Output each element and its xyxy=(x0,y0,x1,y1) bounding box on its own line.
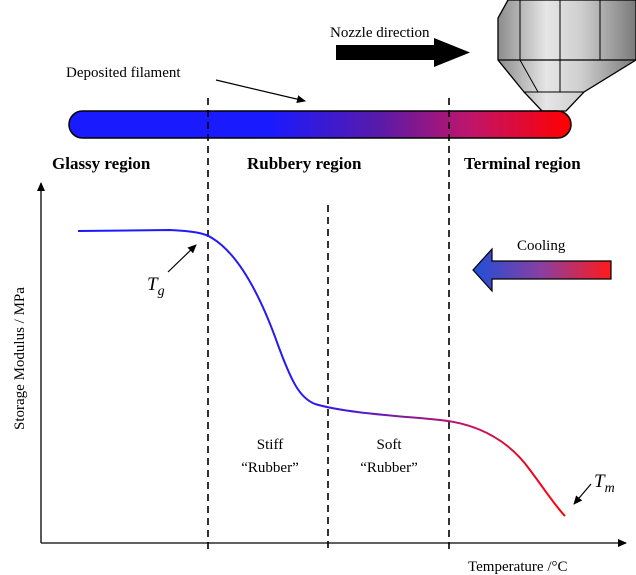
x-axis-label: Temperature /°C xyxy=(468,559,568,575)
nozzle-direction-label: Nozzle direction xyxy=(330,25,430,41)
soft-rubber-label-line1: Soft xyxy=(376,437,402,453)
soft-rubber-label-line2: “Rubber” xyxy=(360,460,417,476)
tm-pointer-arrow xyxy=(573,483,592,505)
deposited-filament-label: Deposited filament xyxy=(66,65,181,81)
stiff-rubber-label-line2: “Rubber” xyxy=(241,460,298,476)
filament-pointer-arrow xyxy=(215,79,306,104)
y-axis-label: Storage Modulus / MPa xyxy=(12,287,28,430)
storage-modulus-curve xyxy=(77,228,566,517)
tm-label: Tm xyxy=(594,471,615,496)
tg-label: Tg xyxy=(147,274,165,299)
glassy-region-label: Glassy region xyxy=(52,154,151,173)
arrow-right-icon xyxy=(336,38,470,67)
cooling-label: Cooling xyxy=(517,238,566,254)
arrow-left-icon xyxy=(472,247,612,293)
stiff-rubber-label-line1: Stiff xyxy=(257,437,283,453)
terminal-region-label: Terminal region xyxy=(464,154,581,173)
tg-pointer-arrow xyxy=(167,244,197,273)
rubbery-region-label: Rubbery region xyxy=(247,154,362,173)
deposited-filament xyxy=(68,110,572,139)
print-nozzle-icon xyxy=(497,0,636,112)
